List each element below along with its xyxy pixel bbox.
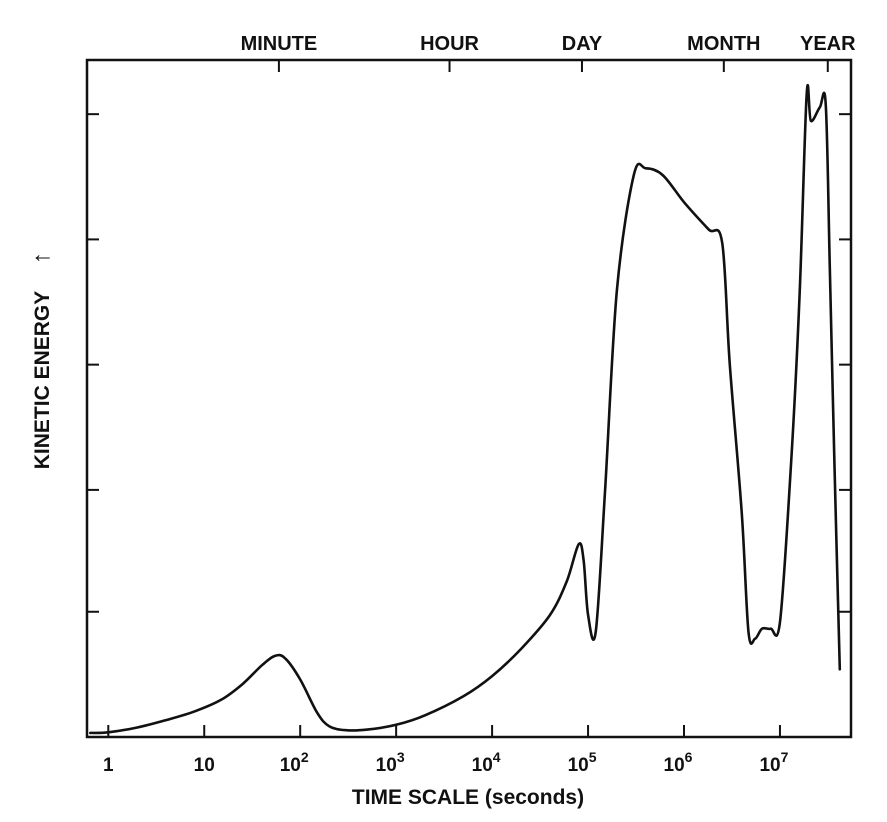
y-axis-label: KINETIC ENERGY bbox=[31, 291, 54, 470]
series bbox=[89, 83, 842, 735]
x-tick-label: 102 bbox=[280, 749, 309, 776]
x-axis-ticks: 1 10 102 103 104 105 106 107 bbox=[103, 725, 789, 776]
series-line bbox=[89, 83, 842, 735]
top-tick-label: HOUR bbox=[420, 33, 479, 55]
x-tick-label: 10 bbox=[194, 755, 215, 776]
x-tick-label: 107 bbox=[759, 749, 788, 776]
y-axis-arrow-icon: ↑ bbox=[28, 252, 55, 264]
y-axis-ticks bbox=[87, 113, 851, 613]
x-tick-label: 105 bbox=[568, 749, 597, 776]
x-tick-label: 104 bbox=[472, 749, 501, 776]
x-tick-label: 1 bbox=[103, 755, 114, 776]
top-tick-label: YEAR bbox=[800, 33, 856, 55]
top-tick-label: MINUTE bbox=[241, 33, 318, 55]
top-axis-ticks: MINUTE HOUR DAY MONTH YEAR bbox=[241, 33, 856, 72]
axes bbox=[85, 58, 853, 739]
top-tick-label: DAY bbox=[562, 33, 603, 55]
x-axis-label: TIME SCALE (seconds) bbox=[352, 786, 584, 809]
x-tick-label: 106 bbox=[664, 749, 693, 776]
x-tick-label: 103 bbox=[376, 749, 405, 776]
top-tick-label: MONTH bbox=[687, 33, 760, 55]
plot-frame bbox=[85, 58, 853, 739]
